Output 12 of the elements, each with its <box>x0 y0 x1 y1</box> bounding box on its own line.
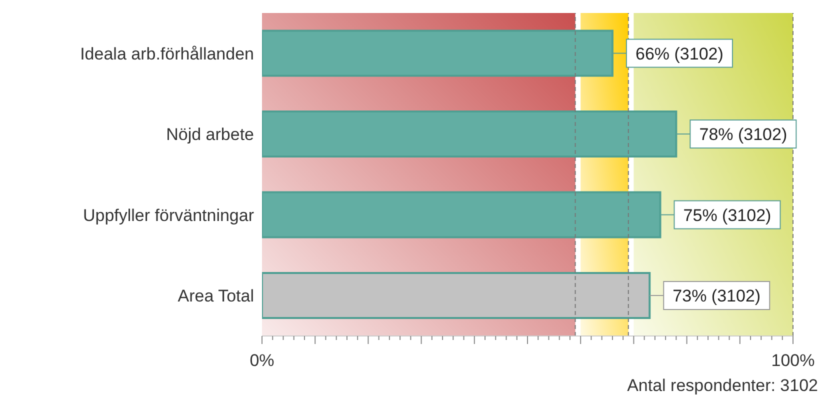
x-tick-label: 100% <box>771 351 815 370</box>
data-label: 78% (3102) <box>699 125 788 144</box>
text: Antal respondenter: 3102 <box>626 376 818 396</box>
y-tick-label: Uppfyller förväntningar <box>82 206 254 225</box>
data-label: 75% (3102) <box>683 206 772 225</box>
y-tick-label: Nöjd arbete <box>166 125 254 144</box>
bar <box>262 272 651 320</box>
x-tick-label: 0% <box>250 351 274 370</box>
data-label: 66% (3102) <box>636 44 724 64</box>
data-label: 73% (3102) <box>672 286 761 306</box>
y-tick-label: Ideala arb.förhållanden <box>80 44 254 64</box>
y-tick-label: Area Total <box>178 286 254 306</box>
